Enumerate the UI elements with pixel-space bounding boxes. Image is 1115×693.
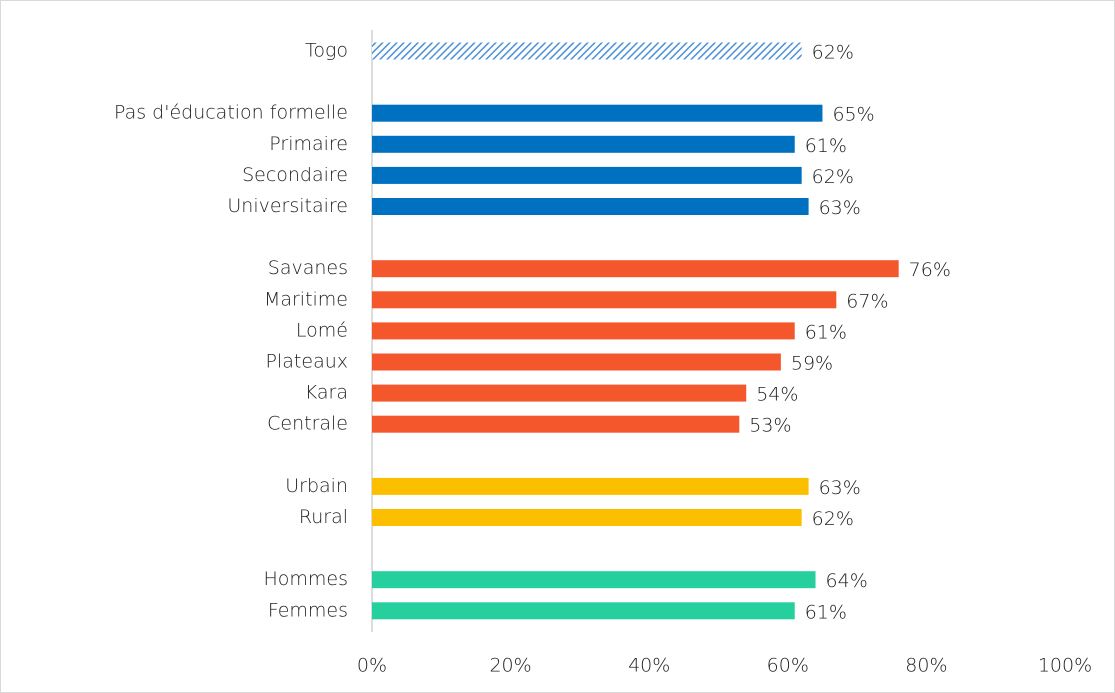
y-tick-label: Hommes <box>263 568 348 590</box>
value-label: 65% <box>832 104 874 126</box>
bar <box>372 353 781 371</box>
x-tick-label: 0% <box>357 655 387 677</box>
value-label: 61% <box>805 135 847 157</box>
x-tick-label: 40% <box>628 655 670 677</box>
bar <box>372 477 809 495</box>
y-tick-label: Secondaire <box>242 164 348 186</box>
value-label: 61% <box>805 321 847 343</box>
x-tick-label: 20% <box>489 655 531 677</box>
x-tick-label: 100% <box>1038 655 1092 677</box>
value-label: 53% <box>749 415 791 437</box>
bar <box>372 322 795 340</box>
bar <box>372 384 747 402</box>
y-tick-label: Primaire <box>269 133 348 155</box>
value-label: 59% <box>791 353 833 375</box>
y-tick-label: Plateaux <box>266 351 348 373</box>
bar <box>372 104 823 122</box>
bar <box>372 166 802 184</box>
bar <box>372 571 816 589</box>
y-tick-label: Urbain <box>285 475 348 497</box>
y-tick-label: Togo <box>305 40 348 62</box>
x-tick-label: 60% <box>767 655 809 677</box>
value-label: 63% <box>819 477 861 499</box>
value-label: 62% <box>812 166 854 188</box>
value-label: 62% <box>812 508 854 530</box>
bar <box>372 260 899 278</box>
y-tick-label: Lomé <box>296 319 348 341</box>
bar <box>372 415 740 433</box>
bar <box>372 509 802 526</box>
y-tick-label: Savanes <box>268 257 348 279</box>
value-label: 64% <box>826 570 868 592</box>
y-tick-label: Pas d'éducation formelle <box>114 102 348 124</box>
y-tick-label: Femmes <box>268 599 348 621</box>
value-label: 62% <box>812 42 854 64</box>
value-label: 63% <box>819 197 861 219</box>
bar <box>372 291 837 309</box>
value-label: 61% <box>805 601 847 623</box>
y-tick-label: Universitaire <box>227 195 348 217</box>
y-tick-label: Rural <box>299 506 348 528</box>
x-tick-label: 80% <box>905 655 947 677</box>
bar <box>372 135 795 153</box>
y-tick-label: Maritime <box>264 288 348 310</box>
bar <box>372 42 802 60</box>
value-label: 76% <box>909 259 951 281</box>
value-label: 54% <box>756 384 798 406</box>
y-tick-label: Kara <box>305 382 348 404</box>
bar <box>372 602 795 620</box>
value-label: 67% <box>846 290 888 312</box>
bar <box>372 198 809 215</box>
y-tick-label: Centrale <box>267 413 348 435</box>
